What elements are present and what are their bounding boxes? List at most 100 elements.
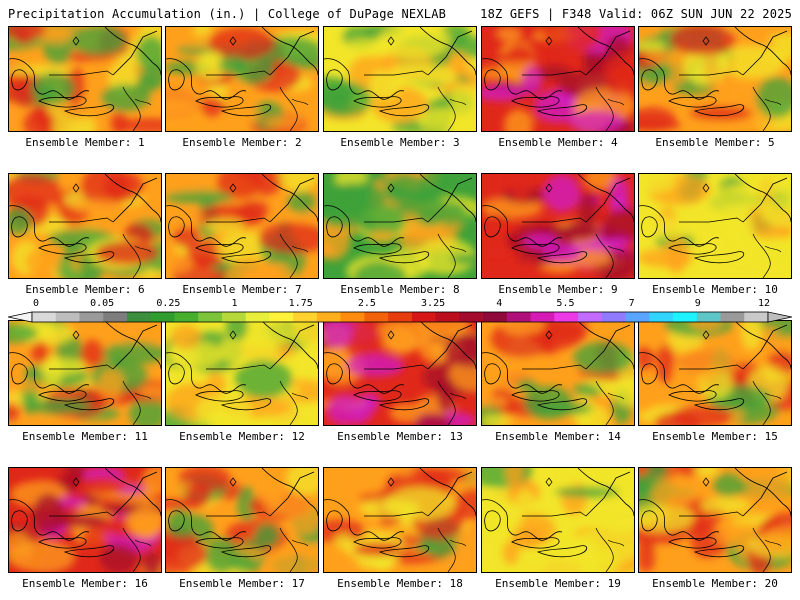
ensemble-member-map-2 xyxy=(165,26,319,132)
legend-swatch xyxy=(150,312,175,322)
legend-swatch xyxy=(221,312,247,322)
legend-arrow-left xyxy=(8,311,33,323)
precip-map xyxy=(166,321,318,425)
legend-swatch xyxy=(554,312,579,322)
ensemble-member-map-4 xyxy=(481,26,635,132)
legend-swatch xyxy=(649,312,674,322)
precip-map xyxy=(166,468,318,572)
legend-swatch xyxy=(245,312,270,322)
ensemble-member-map-13 xyxy=(323,320,477,426)
ensemble-member-caption: Ensemble Member: 14 xyxy=(495,430,621,443)
legend-swatch xyxy=(198,312,223,322)
precip-map xyxy=(324,468,476,572)
precip-map xyxy=(639,321,791,425)
legend-swatch xyxy=(720,312,745,322)
legend-tick-label: 12 xyxy=(757,298,771,309)
ensemble-member-map-19 xyxy=(481,467,635,573)
ensemble-member-map-14 xyxy=(481,320,635,426)
ensemble-member-caption: Ensemble Member: 6 xyxy=(25,283,145,296)
ensemble-member-map-12 xyxy=(165,320,319,426)
ensemble-member-map-18 xyxy=(323,467,477,573)
legend-swatch xyxy=(174,312,199,322)
ensemble-member-map-6 xyxy=(8,173,162,279)
precip-map xyxy=(482,174,634,278)
precip-map xyxy=(482,468,634,572)
precip-map xyxy=(324,174,476,278)
precip-map xyxy=(324,27,476,131)
precip-map xyxy=(166,27,318,131)
ensemble-member-caption: Ensemble Member: 5 xyxy=(655,136,775,149)
ensemble-member-map-10 xyxy=(638,173,792,279)
legend-tick-label: 9 xyxy=(694,298,701,309)
precip-map xyxy=(166,174,318,278)
legend-tick-label: 5.5 xyxy=(556,298,575,309)
legend-swatch xyxy=(32,312,57,322)
chart-title: Precipitation Accumulation (in.) | Colle… xyxy=(8,7,447,21)
ensemble-member-caption: Ensemble Member: 17 xyxy=(179,577,305,590)
legend-swatch xyxy=(744,312,769,322)
legend-swatch xyxy=(55,312,80,322)
legend-tick-label: 1.75 xyxy=(288,298,313,309)
legend-swatch xyxy=(696,312,721,322)
legend-colorbar xyxy=(8,311,792,323)
ensemble-member-caption: Ensemble Member: 16 xyxy=(22,577,148,590)
legend-swatch xyxy=(483,312,508,322)
ensemble-member-map-15 xyxy=(638,320,792,426)
ensemble-member-map-3 xyxy=(323,26,477,132)
legend-swatch xyxy=(340,312,365,322)
precip-map xyxy=(482,321,634,425)
legend-swatch xyxy=(625,312,650,322)
ensemble-member-caption: Ensemble Member: 1 xyxy=(25,136,145,149)
ensemble-member-caption: Ensemble Member: 10 xyxy=(652,283,778,296)
legend-swatch xyxy=(316,312,342,322)
legend-swatch xyxy=(411,312,437,322)
ensemble-member-caption: Ensemble Member: 7 xyxy=(182,283,302,296)
precip-map xyxy=(639,27,791,131)
ensemble-member-caption: Ensemble Member: 9 xyxy=(498,283,618,296)
ensemble-member-map-7 xyxy=(165,173,319,279)
legend-swatch xyxy=(459,312,484,322)
ensemble-member-caption: Ensemble Member: 20 xyxy=(652,577,778,590)
ensemble-member-caption: Ensemble Member: 11 xyxy=(22,430,148,443)
precip-map xyxy=(9,27,161,131)
legend-tick-label: 2.5 xyxy=(357,298,376,309)
ensemble-member-map-8 xyxy=(323,173,477,279)
valid-time-label: 18Z GEFS | F348 Valid: 06Z SUN JUN 22 20… xyxy=(480,7,792,21)
ensemble-member-caption: Ensemble Member: 2 xyxy=(182,136,302,149)
precip-map xyxy=(482,27,634,131)
ensemble-member-caption: Ensemble Member: 15 xyxy=(652,430,778,443)
ensemble-member-caption: Ensemble Member: 13 xyxy=(337,430,463,443)
precip-map xyxy=(9,321,161,425)
legend-swatch xyxy=(506,312,531,322)
ensemble-member-caption: Ensemble Member: 8 xyxy=(340,283,460,296)
legend-swatch xyxy=(601,312,626,322)
ensemble-member-map-16 xyxy=(8,467,162,573)
legend-swatch xyxy=(293,312,318,322)
legend-tick-label: 0 xyxy=(32,298,40,309)
legend-swatch xyxy=(388,312,413,322)
ensemble-member-map-9 xyxy=(481,173,635,279)
precip-map xyxy=(324,321,476,425)
legend-tick-label: 7 xyxy=(628,298,635,309)
precip-map xyxy=(639,468,791,572)
legend-swatch xyxy=(578,312,603,322)
legend-tick-label: 1 xyxy=(231,298,238,309)
legend-swatch xyxy=(435,312,460,322)
legend-tick-label: 0.25 xyxy=(156,298,181,309)
legend-swatch xyxy=(79,312,104,322)
ensemble-member-map-11 xyxy=(8,320,162,426)
ensemble-member-map-20 xyxy=(638,467,792,573)
legend-swatch xyxy=(103,312,128,322)
ensemble-member-caption: Ensemble Member: 12 xyxy=(179,430,305,443)
legend-swatch xyxy=(530,312,555,322)
legend-swatch xyxy=(269,312,294,322)
ensemble-member-caption: Ensemble Member: 3 xyxy=(340,136,460,149)
precip-map xyxy=(9,174,161,278)
ensemble-member-map-17 xyxy=(165,467,319,573)
legend-swatch xyxy=(126,312,152,322)
legend-arrow-right xyxy=(767,311,792,323)
ensemble-member-map-1 xyxy=(8,26,162,132)
ensemble-member-caption: Ensemble Member: 4 xyxy=(498,136,618,149)
ensemble-member-caption: Ensemble Member: 19 xyxy=(495,577,621,590)
legend-swatch xyxy=(673,312,698,322)
